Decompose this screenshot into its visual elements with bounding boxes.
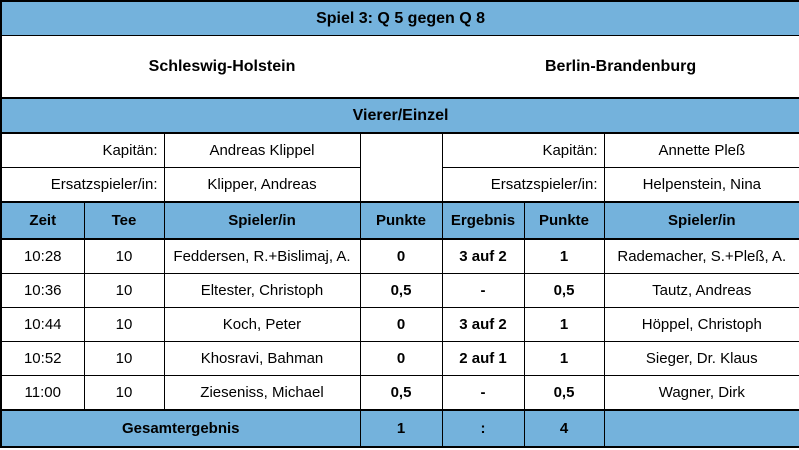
match-time: 10:52 (0, 341, 85, 376)
team-right-name: Berlin-Brandenburg (442, 35, 799, 99)
table-row: 11:00 10 Zieseniss, Michael 0,5 - 0,5 Wa… (0, 375, 799, 411)
header-points-left: Punkte (359, 201, 443, 240)
match-player-right: Wagner, Dirk (603, 375, 799, 411)
match-points-right: 0,5 (523, 375, 605, 411)
match-format: Vierer/Einzel (0, 97, 799, 134)
column-header-row: Zeit Tee Spieler/in Punkte Ergebnis Punk… (0, 201, 799, 240)
match-player-right: Sieger, Dr. Klaus (603, 341, 799, 376)
match-tee: 10 (83, 273, 165, 308)
total-separator: : (441, 409, 525, 448)
match-points-left: 0 (359, 238, 443, 274)
match-player-left: Feddersen, R.+Bislimaj, A. (163, 238, 361, 274)
match-points-right: 1 (523, 238, 605, 274)
match-points-left: 0,5 (359, 273, 443, 308)
match-player-left: Zieseniss, Michael (163, 375, 361, 411)
match-result: 3 auf 2 (441, 307, 525, 342)
header-player-right: Spieler/in (603, 201, 799, 240)
match-time: 11:00 (0, 375, 85, 411)
right-substitute-name: Helpenstein, Nina (603, 167, 799, 203)
total-label: Gesamtergebnis (0, 409, 361, 448)
header-result: Ergebnis (441, 201, 525, 240)
match-player-left: Koch, Peter (163, 307, 361, 342)
match-player-right: Rademacher, S.+Pleß, A. (603, 238, 799, 274)
table-row: 10:36 10 Eltester, Christoph 0,5 - 0,5 T… (0, 273, 799, 308)
match-points-left: 0,5 (359, 375, 443, 411)
header-player-left: Spieler/in (163, 201, 361, 240)
match-time: 10:36 (0, 273, 85, 308)
match-tee: 10 (83, 238, 165, 274)
match-player-right: Höppel, Christoph (603, 307, 799, 342)
left-captain-label: Kapitän: (0, 132, 165, 168)
match-points-left: 0 (359, 341, 443, 376)
captain-spacer (359, 133, 443, 203)
left-substitute-label: Ersatzspieler/in: (0, 167, 165, 203)
match-player-left: Eltester, Christoph (163, 273, 361, 308)
table-row: 10:52 10 Khosravi, Bahman 0 2 auf 1 1 Si… (0, 341, 799, 376)
match-tee: 10 (83, 341, 165, 376)
match-time: 10:44 (0, 307, 85, 342)
right-captain-name: Annette Pleß (603, 132, 799, 168)
header-tee: Tee (83, 201, 165, 240)
match-points-right: 1 (523, 341, 605, 376)
right-substitute-label: Ersatzspieler/in: (441, 167, 605, 203)
match-result: - (441, 375, 525, 411)
match-result: 3 auf 2 (441, 238, 525, 274)
total-row: Gesamtergebnis 1 : 4 (0, 409, 799, 448)
table-row: 10:44 10 Koch, Peter 0 3 auf 2 1 Höppel,… (0, 307, 799, 342)
match-result: 2 auf 1 (441, 341, 525, 376)
match-points-right: 0,5 (523, 273, 605, 308)
match-player-right: Tautz, Andreas (603, 273, 799, 308)
match-time: 10:28 (0, 238, 85, 274)
table-row: 10:28 10 Feddersen, R.+Bislimaj, A. 0 3 … (0, 238, 799, 274)
total-points-right: 4 (523, 409, 605, 448)
match-points-left: 0 (359, 307, 443, 342)
match-result: - (441, 273, 525, 308)
team-left-name: Schleswig-Holstein (0, 35, 442, 99)
total-empty-cell (603, 409, 799, 448)
header-time: Zeit (0, 201, 85, 240)
left-substitute-name: Klipper, Andreas (163, 167, 361, 203)
match-title: Spiel 3: Q 5 gegen Q 8 (0, 0, 799, 36)
right-captain-label: Kapitän: (441, 132, 605, 168)
match-tee: 10 (83, 307, 165, 342)
left-captain-name: Andreas Klippel (163, 132, 361, 168)
match-points-right: 1 (523, 307, 605, 342)
header-points-right: Punkte (523, 201, 605, 240)
match-player-left: Khosravi, Bahman (163, 341, 361, 376)
total-points-left: 1 (359, 409, 443, 448)
match-tee: 10 (83, 375, 165, 411)
